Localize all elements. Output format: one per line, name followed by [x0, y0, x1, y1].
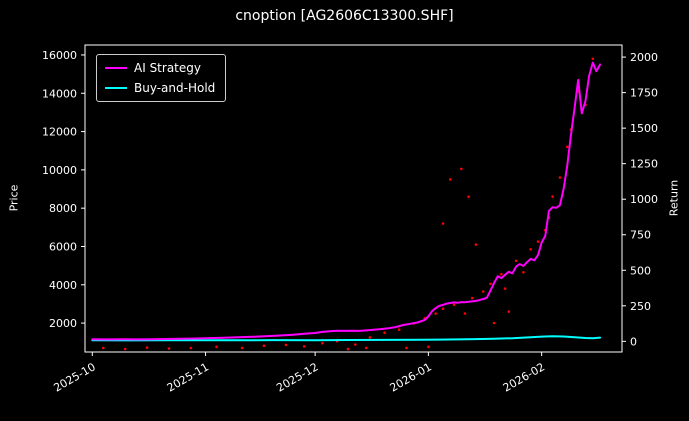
svg-text:2000: 2000: [630, 51, 658, 64]
legend-label-buy-and-hold: Buy-and-Hold: [134, 81, 216, 95]
svg-text:0: 0: [630, 335, 637, 348]
legend-label-ai-strategy: AI Strategy: [134, 61, 201, 75]
x-axis-ticks: 2025-10 2025-11 2025-12 2026-01 2026-02: [51, 352, 547, 395]
svg-text:500: 500: [630, 264, 651, 277]
svg-text:4000: 4000: [49, 279, 77, 292]
svg-text:1250: 1250: [630, 158, 658, 171]
legend: AI Strategy Buy-and-Hold: [96, 54, 227, 102]
svg-text:1750: 1750: [630, 87, 658, 100]
svg-text:2026-01: 2026-01: [388, 360, 434, 394]
series-line-ai-strategy: [91, 61, 602, 341]
buy-and-hold-line-swatch: [105, 87, 127, 89]
svg-text:750: 750: [630, 229, 651, 242]
svg-text:1000: 1000: [630, 193, 658, 206]
svg-text:6000: 6000: [49, 240, 77, 253]
svg-text:8000: 8000: [49, 202, 77, 215]
chart-title: cnoption [AG2606C13300.SHF]: [235, 8, 454, 24]
svg-text:2025-10: 2025-10: [51, 360, 97, 394]
axes-frame: [84, 44, 623, 353]
svg-text:10000: 10000: [42, 164, 77, 177]
svg-text:16000: 16000: [42, 49, 77, 62]
svg-text:2025-11: 2025-11: [165, 360, 211, 394]
svg-text:250: 250: [630, 300, 651, 313]
svg-text:2026-02: 2026-02: [501, 360, 547, 394]
svg-text:14000: 14000: [42, 87, 77, 100]
legend-item-ai-strategy: AI Strategy: [105, 61, 215, 75]
ai-strategy-line-swatch: [105, 67, 127, 69]
legend-item-buy-and-hold: Buy-and-Hold: [105, 81, 215, 95]
svg-text:2000: 2000: [49, 317, 77, 330]
svg-text:2025-12: 2025-12: [274, 360, 320, 394]
left-axis-ticks: 2000 4000 6000 8000 10000 12000 14000 16000: [42, 49, 85, 330]
svg-text:1500: 1500: [630, 122, 658, 135]
right-axis-ticks: 0 250 500 750 1000 1250 1500 1750 2000: [622, 51, 658, 348]
series-line-buy-and-hold: [91, 335, 602, 342]
svg-text:12000: 12000: [42, 126, 77, 139]
